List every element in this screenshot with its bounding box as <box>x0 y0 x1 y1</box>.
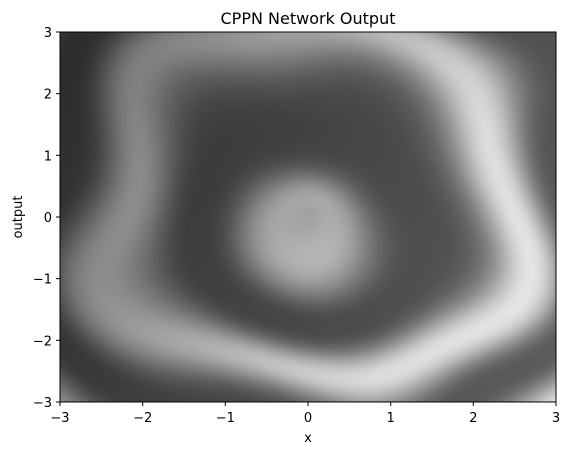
y-tick-label: 0 <box>44 211 52 226</box>
y-tick-label: 2 <box>44 88 52 103</box>
x-tick-label: 0 <box>304 411 312 426</box>
y-tick-label: −1 <box>33 273 52 288</box>
x-tick-label: 3 <box>552 411 560 426</box>
y-tick-label: −3 <box>33 396 52 411</box>
heatmap-image <box>60 32 556 402</box>
x-tick-label: 1 <box>387 411 395 426</box>
plot-area <box>60 32 556 402</box>
x-tick-label: −1 <box>216 411 235 426</box>
y-axis: −3 −2 −1 0 1 2 3 <box>33 26 60 411</box>
x-axis: −3 −2 −1 0 1 2 3 <box>50 402 560 426</box>
y-axis-label: output <box>11 196 26 239</box>
x-tick-label: 2 <box>469 411 477 426</box>
y-tick-label: 3 <box>44 26 52 41</box>
y-tick-label: −2 <box>33 334 52 349</box>
y-tick-label: 1 <box>44 149 52 164</box>
chart-title: CPPN Network Output <box>221 9 396 28</box>
x-tick-label: −2 <box>133 411 152 426</box>
x-axis-label: x <box>304 431 312 446</box>
x-tick-label: −3 <box>50 411 69 426</box>
